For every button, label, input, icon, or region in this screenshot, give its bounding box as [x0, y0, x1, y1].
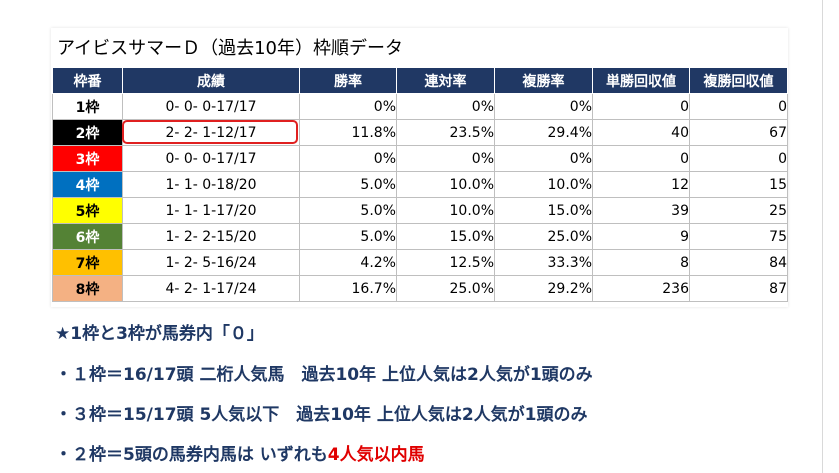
place-rate-cell: 25.0% [494, 223, 593, 250]
gate-cell: 4枠 [52, 171, 123, 198]
gate-cell: 6枠 [52, 223, 123, 250]
win-return-cell: 8 [592, 249, 690, 276]
col-header-place-return: 複勝回収値 [689, 67, 788, 94]
place-return-cell: 75 [689, 223, 788, 250]
note-gate2-text: ・２枠＝5頭の馬券内馬は いずれも [55, 445, 328, 465]
quinella-rate-cell: 23.5% [396, 119, 495, 146]
place-return-cell: 87 [689, 275, 788, 302]
place-return-cell: 67 [689, 119, 788, 146]
quinella-rate-cell: 10.0% [396, 197, 495, 224]
place-rate-cell: 0% [494, 145, 593, 172]
record-cell: 4- 2- 1-17/24 [122, 275, 300, 302]
place-rate-cell: 29.4% [494, 119, 593, 146]
place-return-cell: 25 [689, 197, 788, 224]
quinella-rate-cell: 15.0% [396, 223, 495, 250]
table-row: 5枠 1- 1- 1-17/20 5.0% 10.0% 15.0% 39 25 [52, 197, 788, 224]
win-rate-cell: 5.0% [299, 197, 397, 224]
win-return-cell: 39 [592, 197, 690, 224]
place-return-cell: 84 [689, 249, 788, 276]
page-right-border [822, 0, 823, 473]
place-rate-cell: 29.2% [494, 275, 593, 302]
win-return-cell: 40 [592, 119, 690, 146]
gate-stats-table: 枠番 成績 勝率 連対率 複勝率 単勝回収値 複勝回収値 1枠 0- 0- 0-1… [52, 67, 788, 302]
win-rate-cell: 16.7% [299, 275, 397, 302]
place-rate-cell: 33.3% [494, 249, 593, 276]
note-gate1: ・１枠＝16/17頭 二桁人気馬 過去10年 上位人気は2人気が1頭のみ [55, 365, 593, 385]
col-header-record: 成績 [122, 67, 300, 94]
table-row: 1枠 0- 0- 0-17/17 0% 0% 0% 0 0 [52, 93, 788, 120]
win-return-cell: 12 [592, 171, 690, 198]
quinella-rate-cell: 0% [396, 145, 495, 172]
quinella-rate-cell: 25.0% [396, 275, 495, 302]
win-rate-cell: 0% [299, 145, 397, 172]
quinella-rate-cell: 0% [396, 93, 495, 120]
table-row: 8枠 4- 2- 1-17/24 16.7% 25.0% 29.2% 236 87 [52, 275, 788, 302]
col-header-place-rate: 複勝率 [494, 67, 593, 94]
col-header-win-rate: 勝率 [299, 67, 397, 94]
win-rate-cell: 0% [299, 93, 397, 120]
win-return-cell: 236 [592, 275, 690, 302]
gate-cell: 8枠 [52, 275, 123, 302]
place-rate-cell: 15.0% [494, 197, 593, 224]
table-row: 3枠 0- 0- 0-17/17 0% 0% 0% 0 0 [52, 145, 788, 172]
quinella-rate-cell: 10.0% [396, 171, 495, 198]
record-cell: 1- 2- 5-16/24 [122, 249, 300, 276]
note-summary: ★1枠と3枠が馬券内「０」 [55, 324, 264, 344]
gate-cell: 3枠 [52, 145, 123, 172]
col-header-win-return: 単勝回収値 [592, 67, 690, 94]
win-return-cell: 0 [592, 93, 690, 120]
record-cell: 1- 2- 2-15/20 [122, 223, 300, 250]
win-rate-cell: 5.0% [299, 171, 397, 198]
table-title: アイビスサマーＤ（過去10年）枠順データ [57, 38, 404, 59]
place-return-cell: 0 [689, 145, 788, 172]
col-header-gate: 枠番 [52, 67, 123, 94]
record-cell: 0- 0- 0-17/17 [122, 93, 300, 120]
win-return-cell: 9 [592, 223, 690, 250]
record-cell: 1- 1- 1-17/20 [122, 197, 300, 224]
table-row: 6枠 1- 2- 2-15/20 5.0% 15.0% 25.0% 9 75 [52, 223, 788, 250]
place-return-cell: 15 [689, 171, 788, 198]
table-row: 4枠 1- 1- 0-18/20 5.0% 10.0% 10.0% 12 15 [52, 171, 788, 198]
record-cell: 0- 0- 0-17/17 [122, 145, 300, 172]
header-row: 枠番 成績 勝率 連対率 複勝率 単勝回収値 複勝回収値 [52, 67, 788, 94]
gate-cell: 2枠 [52, 119, 123, 146]
note-gate3: ・３枠＝15/17頭 5人気以下 過去10年 上位人気は2人気が1頭のみ [55, 405, 588, 425]
gate2-record-highlight [122, 120, 298, 144]
gate-cell: 5枠 [52, 197, 123, 224]
place-rate-cell: 0% [494, 93, 593, 120]
quinella-rate-cell: 12.5% [396, 249, 495, 276]
win-rate-cell: 4.2% [299, 249, 397, 276]
table-row: 2枠 2- 2- 1-12/17 11.8% 23.5% 29.4% 40 67 [52, 119, 788, 146]
gate-cell: 7枠 [52, 249, 123, 276]
note-gate2: ・２枠＝5頭の馬券内馬は いずれも4人気以内馬 [55, 440, 425, 465]
win-rate-cell: 11.8% [299, 119, 397, 146]
table-row: 7枠 1- 2- 5-16/24 4.2% 12.5% 33.3% 8 84 [52, 249, 788, 276]
win-rate-cell: 5.0% [299, 223, 397, 250]
col-header-quinella-rate: 連対率 [396, 67, 495, 94]
win-return-cell: 0 [592, 145, 690, 172]
record-cell: 1- 1- 0-18/20 [122, 171, 300, 198]
note-gate2-emphasis: 4人気以内馬 [327, 445, 425, 465]
gate-cell: 1枠 [52, 93, 123, 120]
place-rate-cell: 10.0% [494, 171, 593, 198]
place-return-cell: 0 [689, 93, 788, 120]
